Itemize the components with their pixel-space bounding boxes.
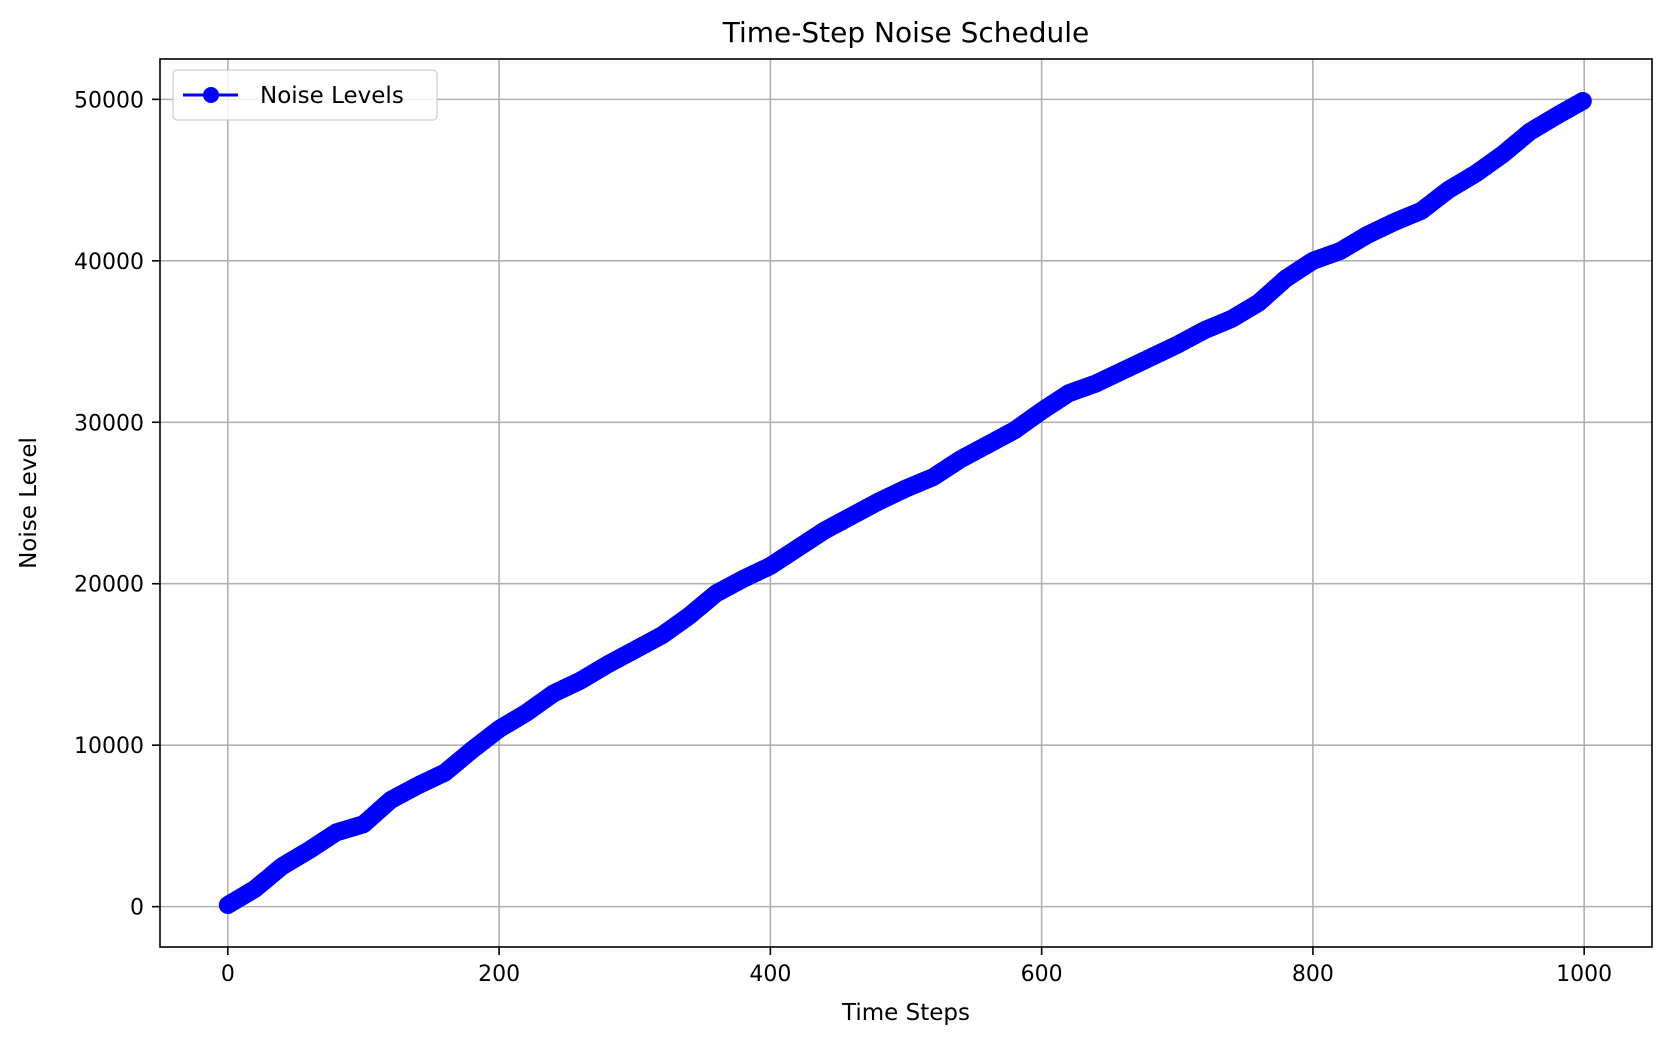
legend-entry-label: Noise Levels — [260, 83, 404, 109]
y-axis: 0 10000 20000 30000 40000 50000 — [74, 88, 160, 921]
chart-title: Time-Step Noise Schedule — [722, 16, 1090, 49]
x-axis: 0 200 400 600 800 1000 — [221, 947, 1612, 987]
x-tick-label: 600 — [1021, 962, 1063, 987]
x-axis-label: Time Steps — [841, 1000, 970, 1026]
plot-frame — [159, 58, 1653, 948]
series-markers — [218, 91, 1592, 915]
y-tick-label: 20000 — [74, 573, 144, 598]
grid — [160, 59, 1652, 947]
x-tick-label: 200 — [478, 962, 520, 987]
y-tick-label: 10000 — [74, 734, 144, 759]
y-tick-label: 0 — [130, 896, 144, 921]
x-tick-label: 1000 — [1556, 962, 1612, 987]
legend-box — [172, 69, 438, 121]
y-tick-label: 40000 — [74, 250, 144, 275]
x-tick-label: 0 — [221, 962, 235, 987]
y-tick-label: 30000 — [74, 411, 144, 436]
series-layer — [218, 91, 1592, 915]
legend-marker-icon — [203, 87, 219, 103]
y-tick-label: 50000 — [74, 88, 144, 113]
legend: Noise Levels — [172, 69, 438, 121]
y-axis-label: Noise Level — [16, 437, 42, 569]
x-tick-label: 800 — [1292, 962, 1334, 987]
x-tick-label: 400 — [749, 962, 791, 987]
data-point — [1573, 91, 1592, 110]
